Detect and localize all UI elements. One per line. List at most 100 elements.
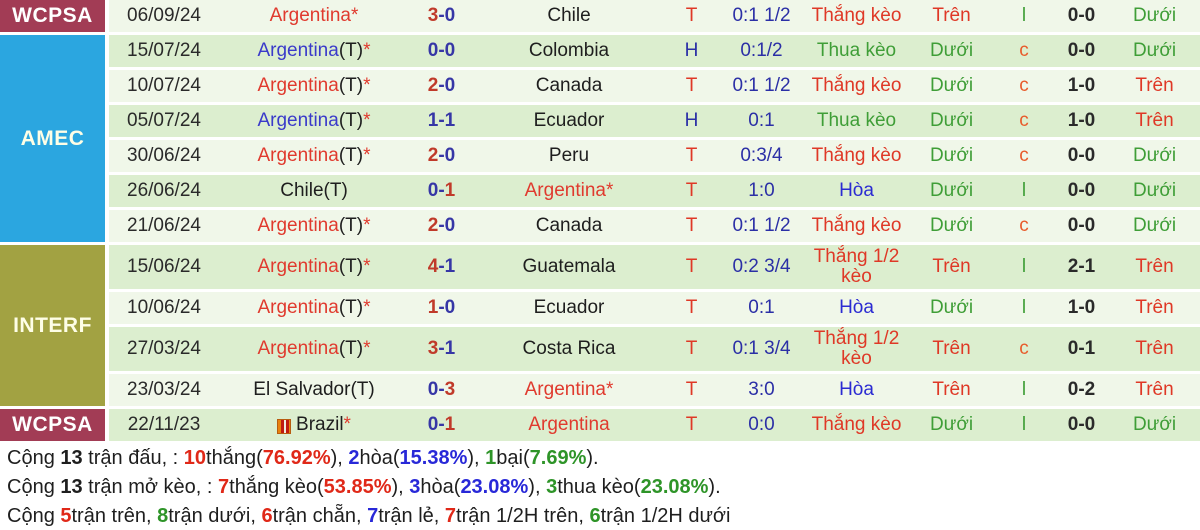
text-part: 3 <box>444 379 456 401</box>
text-part: Cộng <box>7 476 61 498</box>
text-part: 0:1 <box>748 110 775 132</box>
date-cell: 15/07/24 <box>109 35 219 67</box>
text-part: 4 <box>427 256 439 278</box>
text-part: Dưới <box>1132 5 1177 27</box>
text-part: 7 <box>367 505 379 527</box>
bet-result-cell: Thắng kèo <box>804 70 909 102</box>
text-part: c <box>1019 110 1029 132</box>
text-part: hòa( <box>420 476 461 498</box>
text-part: 0-0 <box>427 40 456 62</box>
text-part: bại( <box>496 447 530 469</box>
text-part: -0 <box>438 145 456 167</box>
odd-even-cell: l <box>994 374 1054 406</box>
text-part: Trên <box>1135 297 1174 319</box>
text-part: 0:2 3/4 <box>732 256 791 278</box>
text-part: 10 <box>183 447 207 469</box>
text-part: H <box>684 40 699 62</box>
away-team-cell: Argentina * <box>474 374 664 406</box>
text-part: * <box>363 75 371 97</box>
over-under-cell: Dưới <box>909 210 994 242</box>
text-part: Ecuador <box>533 110 605 132</box>
bet-result-cell: Thua kèo <box>804 35 909 67</box>
away-team-cell: Argentina * <box>474 175 664 207</box>
text-part: Dưới <box>929 40 974 62</box>
over-under-cell: Dưới <box>909 292 994 324</box>
home-team-cell: Argentina (T) * <box>219 105 409 137</box>
text-part: c <box>1019 145 1029 167</box>
text-part: 0-0 <box>1067 5 1096 27</box>
text-part: 0:0 <box>748 414 775 436</box>
match-row: 21/06/24 Argentina (T) * 2 -0 Canada T 0:1 1/2 Th… <box>109 210 1200 242</box>
text-part: 53.85% <box>323 476 392 498</box>
text-part: 15.38% <box>399 447 468 469</box>
text-part: T <box>685 256 698 278</box>
odd-even-cell: l <box>994 409 1054 441</box>
halftime-score-cell: 0-0 <box>1054 210 1109 242</box>
text-part: 15/07/24 <box>127 40 201 62</box>
league-badge: INTERF <box>0 245 105 406</box>
text-part: Trên <box>932 379 971 401</box>
home-away-indicator-cell: T <box>664 210 719 242</box>
halftime-over-under-cell: Dưới <box>1109 0 1200 32</box>
match-row: 27/03/24 Argentina (T) * 3 -1 Costa Rica T 0:1 3… <box>109 327 1200 371</box>
text-part: T <box>685 297 698 319</box>
home-away-indicator-cell: T <box>664 374 719 406</box>
halftime-score-cell: 1-0 <box>1054 70 1109 102</box>
away-team-cell: Costa Rica <box>474 327 664 371</box>
text-part: Trên <box>1135 379 1174 401</box>
text-part: 2 <box>427 215 439 237</box>
text-part: 1:0 <box>748 180 775 202</box>
text-part: (T) <box>338 256 364 278</box>
text-part: 0- <box>427 379 445 401</box>
over-under-cell: Dưới <box>909 35 994 67</box>
text-part: Trên <box>1135 75 1174 97</box>
handicap-odds-cell: 0:1 <box>719 105 804 137</box>
text-part: thắng kèo( <box>229 476 324 498</box>
text-part: trận chẵn, <box>272 505 368 527</box>
text-part: 23.08% <box>460 476 529 498</box>
text-part: 1-1 <box>427 110 456 132</box>
text-part: 0:1/2 <box>740 40 783 62</box>
match-row: 30/06/24 Argentina (T) * 2 -0 Peru T 0:3/4 Thắng … <box>109 140 1200 172</box>
text-part: * <box>350 5 359 27</box>
halftime-score-cell: 2-1 <box>1054 245 1109 289</box>
halftime-score-cell: 0-0 <box>1054 35 1109 67</box>
text-part: trận đấu, : <box>82 447 184 469</box>
odd-even-cell: c <box>994 140 1054 172</box>
text-part: Trên <box>1135 110 1174 132</box>
match-row: 15/06/24 Argentina (T) * 4 -1 Guatemala T 0:2 3/… <box>109 245 1200 289</box>
text-part: Argentina <box>257 75 339 97</box>
halftime-over-under-cell: Dưới <box>1109 175 1200 207</box>
text-part: Colombia <box>528 40 610 62</box>
text-part: c <box>1019 338 1029 360</box>
text-part: T <box>685 414 698 436</box>
text-part: Ecuador <box>533 297 605 319</box>
text-part: 27/03/24 <box>127 338 201 360</box>
over-under-cell: Trên <box>909 0 994 32</box>
text-part: T <box>685 145 698 167</box>
text-part: ), <box>528 476 547 498</box>
league-badge: WCPSA <box>0 409 105 441</box>
text-part: 0-1 <box>1067 338 1096 360</box>
home-away-indicator-cell: T <box>664 70 719 102</box>
text-part: Argentina <box>257 297 339 319</box>
text-part: 30/06/24 <box>127 145 201 167</box>
text-part: 0-0 <box>1067 40 1096 62</box>
match-row: 23/03/24 El Salvador(T) 0- 3 Argentina * T 3:0 H… <box>109 374 1200 406</box>
bet-result-cell: Hòa <box>804 292 909 324</box>
summary-line: Cộng 5trận trên, 8trận dưới, 6trận chẵn,… <box>7 502 1200 530</box>
text-part: Costa Rica <box>522 338 616 360</box>
bet-result-cell: Thắng kèo <box>804 210 909 242</box>
text-part: 1-0 <box>1067 110 1096 132</box>
home-team-cell: El Salvador(T) <box>219 374 409 406</box>
text-part: 0:1 1/2 <box>732 215 791 237</box>
home-away-indicator-cell: T <box>664 0 719 32</box>
fulltime-score-cell: 0- 1 <box>409 409 474 441</box>
text-part: Brazil <box>296 414 344 436</box>
text-part: 3:0 <box>748 379 775 401</box>
handicap-odds-cell: 0:1/2 <box>719 35 804 67</box>
text-part: 3 <box>427 5 439 27</box>
halftime-score-cell: 0-1 <box>1054 327 1109 371</box>
handicap-odds-cell: 0:0 <box>719 409 804 441</box>
